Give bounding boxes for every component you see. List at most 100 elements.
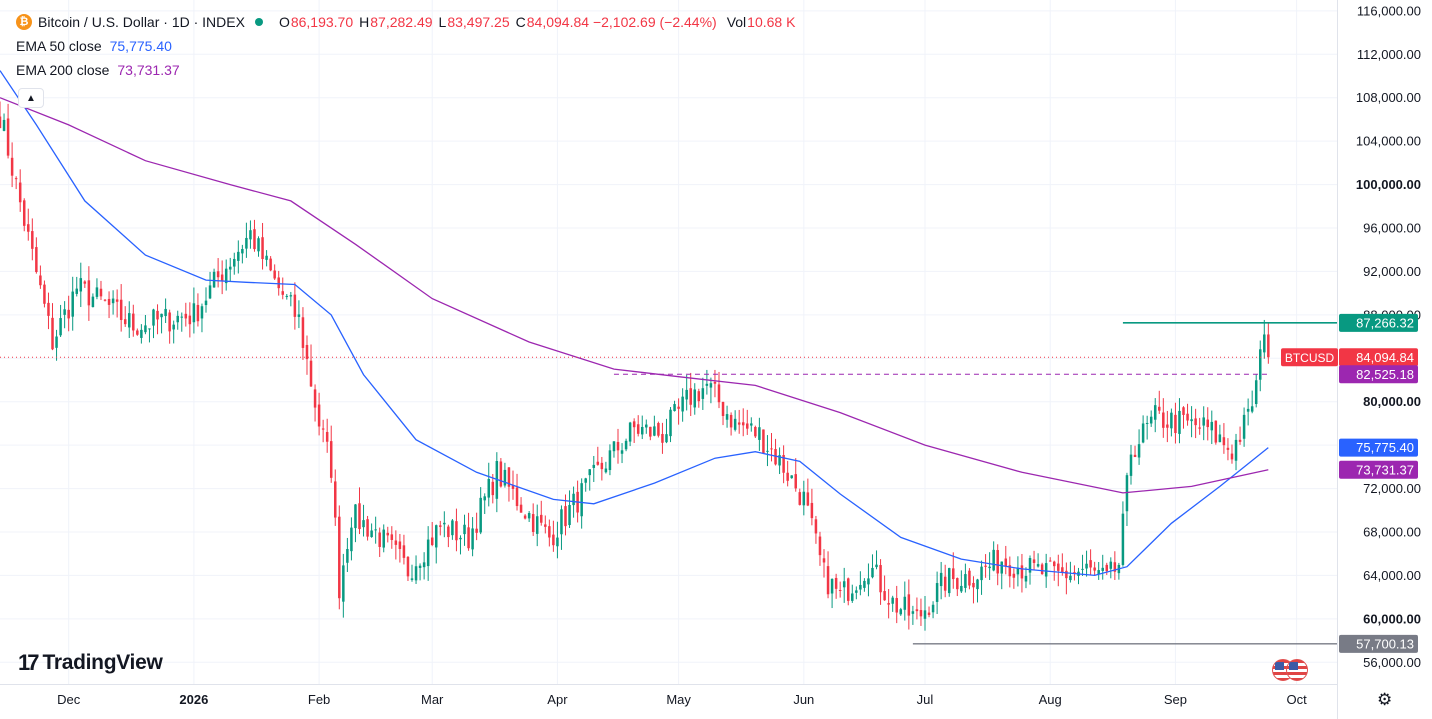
candle-body [927, 612, 931, 615]
symbol-title[interactable]: Bitcoin / U.S. Dollar · 1D · INDEX [38, 14, 245, 30]
candle-body [253, 229, 256, 250]
candle-body [1012, 573, 1016, 578]
candle-body [338, 516, 341, 599]
y-tick-label: 68,000.00 [1363, 525, 1421, 540]
candle-body [1186, 413, 1189, 421]
y-tick-label: 104,000.00 [1356, 134, 1421, 149]
y-tick-label: 56,000.00 [1363, 655, 1421, 670]
ema50-row[interactable]: EMA 50 close 75,775.40 [16, 34, 795, 58]
y-tick-label: 100,000.00 [1356, 177, 1421, 192]
candle-body [164, 308, 167, 317]
price-label-text: 57,700.13 [1356, 636, 1414, 651]
candle-body [188, 315, 192, 325]
candle-body [216, 271, 220, 278]
candle-body [628, 422, 632, 442]
candle-body [281, 291, 285, 295]
candle-body [31, 231, 34, 249]
candle-body [422, 562, 426, 568]
candle-body [358, 503, 361, 530]
candle-body [491, 481, 495, 496]
candle-body [414, 566, 418, 581]
candle-body [754, 426, 757, 437]
candle-body [362, 520, 365, 528]
candle-body [47, 302, 50, 316]
candle-body [107, 298, 111, 305]
ohlc-l-key: L [438, 14, 447, 30]
candle-body [1267, 334, 1270, 358]
candle-body [406, 556, 410, 577]
candle-body [1254, 380, 1258, 405]
ohlc-c-key: C [515, 14, 526, 30]
symbol-row[interactable]: ₿ Bitcoin / U.S. Dollar · 1D · INDEX O 86… [16, 10, 795, 34]
candle-body [620, 450, 624, 454]
candle-body [899, 609, 903, 615]
candle-body [725, 414, 729, 420]
y-tick-label: 112,000.00 [1357, 47, 1421, 62]
candle-body [907, 594, 911, 616]
tradingview-logo[interactable]: 17 TradingView [18, 650, 163, 676]
candle-body [71, 291, 74, 317]
candle-body [511, 485, 515, 489]
candle-body [846, 578, 850, 601]
ema200-row[interactable]: EMA 200 close 73,731.37 [16, 58, 795, 82]
candle-body [144, 325, 147, 333]
candle-body [204, 300, 208, 306]
candle-body [354, 504, 357, 529]
candle-body [451, 520, 454, 536]
candle-body [1206, 419, 1209, 428]
candle-body [572, 493, 575, 506]
candle-body [346, 549, 349, 563]
candle-body [140, 329, 143, 338]
candle-body [1149, 416, 1153, 424]
candle-body [903, 596, 907, 610]
candle-body [1166, 424, 1169, 428]
candle-body [960, 585, 963, 592]
candle-body [111, 298, 115, 304]
candle-body [386, 532, 390, 536]
events-flags[interactable] [1270, 659, 1318, 681]
y-tick-label: 80,000.00 [1363, 394, 1421, 409]
candle-body [697, 391, 701, 402]
us-flag-icon-2[interactable] [1286, 659, 1308, 681]
candle-body [717, 384, 721, 403]
candle-body [55, 336, 58, 348]
candle-body [220, 274, 224, 281]
symbol-tag-bg [1281, 348, 1338, 367]
x-tick-label: May [666, 692, 691, 707]
ohlc-o-value: 86,193.70 [290, 14, 354, 30]
candle-body [883, 591, 886, 601]
gear-icon[interactable]: ⚙ [1377, 690, 1393, 709]
candle-body [91, 296, 95, 308]
candle-body [172, 324, 175, 330]
candle-body [685, 389, 688, 400]
volume-value: 10.68 K [747, 14, 796, 30]
candle-body [168, 312, 171, 332]
x-tick-label: Mar [421, 692, 444, 707]
candle-body [1081, 568, 1084, 570]
candle-body [673, 404, 676, 412]
candle-body [200, 306, 204, 319]
candle-body [1238, 439, 1242, 442]
candle-body [1101, 567, 1104, 571]
candle-body [1105, 564, 1109, 572]
candle-body [1263, 334, 1266, 353]
candle-body [75, 288, 78, 294]
candle-body [1133, 454, 1137, 458]
candle-body [879, 565, 882, 593]
candle-body [1145, 422, 1149, 424]
candle-body [806, 492, 810, 506]
candle-body [661, 433, 664, 443]
candle-body [1089, 560, 1092, 568]
candle-body [891, 597, 894, 604]
x-tick-label: Jul [917, 692, 934, 707]
x-tick-label: Jun [793, 692, 814, 707]
candle-body [1016, 567, 1020, 575]
collapse-legend-button[interactable]: ▲ [18, 88, 44, 108]
candle-body [737, 422, 741, 425]
candle-body [1250, 406, 1254, 412]
price-label-bg [1339, 313, 1418, 332]
price-label-bg [1339, 634, 1418, 653]
candle-body [382, 529, 385, 548]
candle-body [1008, 565, 1012, 577]
